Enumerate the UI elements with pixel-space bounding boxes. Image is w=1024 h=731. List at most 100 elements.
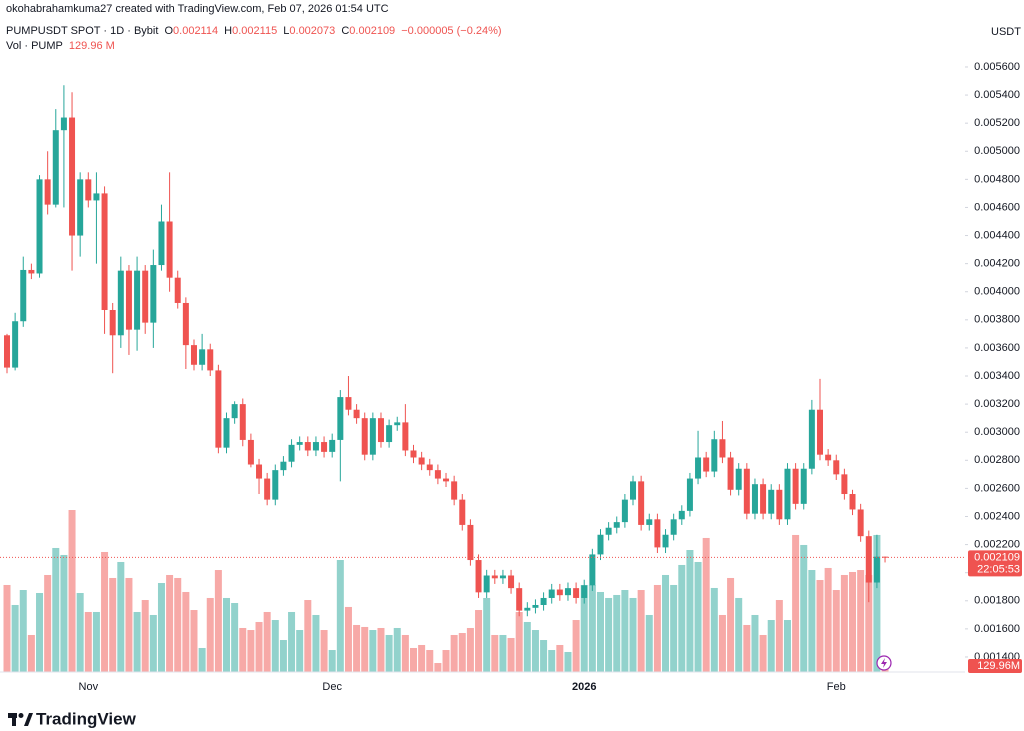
- volume-bar: [458, 633, 466, 672]
- candle-body: [540, 597, 547, 605]
- candle-body: [646, 519, 653, 525]
- candle-body: [361, 418, 368, 455]
- volume-bar: [166, 574, 174, 672]
- candle-body: [125, 270, 132, 330]
- volume-bar: [27, 634, 35, 672]
- volume-bar: [808, 570, 816, 672]
- volume-bar: [206, 597, 214, 672]
- volume-bar: [296, 630, 304, 672]
- volume-bar: [743, 624, 751, 672]
- candle-body: [12, 321, 19, 368]
- candle-body: [288, 444, 295, 462]
- volume-bar: [361, 626, 369, 672]
- candle-body: [670, 519, 677, 535]
- x-tick-label: Feb: [827, 681, 846, 693]
- candle-body: [825, 454, 832, 461]
- candle-body: [784, 468, 791, 520]
- volume-bar: [92, 611, 100, 672]
- volume-bar: [637, 590, 645, 672]
- volume-bar: [125, 577, 133, 672]
- candle-body: [418, 457, 425, 465]
- volume-bar: [117, 561, 125, 672]
- volume-bar: [572, 620, 580, 672]
- candle-body: [52, 130, 59, 205]
- candle-body: [768, 489, 775, 514]
- volume-bar: [840, 574, 848, 672]
- volume-bar: [450, 634, 458, 672]
- candle-body: [865, 536, 872, 583]
- candle-body: [589, 554, 596, 586]
- y-tick-label: 0.004800: [974, 173, 1020, 185]
- y-tick-label: 0.005400: [974, 89, 1020, 101]
- volume-bar: [670, 584, 678, 672]
- volume-layer: [3, 510, 889, 672]
- volume-bar: [288, 611, 296, 672]
- candle-body: [231, 404, 238, 419]
- volume-bar: [548, 650, 556, 672]
- ohlc-value: 0.002115: [232, 25, 278, 37]
- candle-body: [711, 439, 718, 472]
- volume-bar: [580, 584, 588, 672]
- y-tick-label: 0.005600: [974, 61, 1020, 73]
- volume-bar: [223, 597, 231, 672]
- volume-bar: [182, 591, 190, 672]
- candle-body: [69, 117, 76, 236]
- volume-bar: [540, 640, 548, 672]
- candle-body: [272, 470, 279, 500]
- volume-tag: [968, 659, 1022, 674]
- candle-body: [377, 418, 384, 443]
- candle-body: [630, 481, 637, 500]
- candle-body: [808, 409, 815, 469]
- candle-body: [117, 270, 124, 336]
- candle-body: [312, 442, 319, 451]
- candle-body: [483, 575, 490, 593]
- ohlc-label: C: [341, 25, 350, 37]
- volume-bar: [694, 561, 702, 672]
- candle-body: [573, 588, 580, 598]
- candle-body: [158, 221, 165, 266]
- y-tick-label: 0.001600: [974, 623, 1020, 635]
- volume-bar: [19, 590, 27, 672]
- candle-body: [556, 589, 563, 596]
- symbol[interactable]: PUMPUSDT SPOT · 1D · Bybit: [6, 25, 159, 37]
- candle-body: [467, 524, 474, 561]
- candle-body: [353, 409, 360, 419]
- y-tick-label: 0.002800: [974, 454, 1020, 466]
- candle-body: [150, 265, 157, 323]
- candle-body: [776, 489, 783, 520]
- volume-bar: [401, 634, 409, 672]
- candle-body: [337, 397, 344, 440]
- candle-body: [833, 460, 840, 475]
- volume-label[interactable]: Vol · PUMP: [6, 40, 63, 52]
- candle-body: [524, 607, 531, 611]
- volume-bar: [718, 614, 726, 672]
- candle-body: [4, 335, 10, 368]
- volume-bar: [727, 577, 735, 672]
- volume-bar: [759, 634, 767, 672]
- volume-bar: [556, 644, 564, 672]
- volume-bar: [247, 630, 255, 672]
- candle-body: [434, 470, 441, 479]
- volume-bar: [466, 627, 474, 672]
- volume-bar: [190, 610, 198, 672]
- volume-bar: [523, 621, 531, 672]
- candle-body: [735, 468, 742, 490]
- volume-bar: [344, 606, 352, 672]
- volume-bar: [84, 611, 92, 672]
- ohlc-label: O: [164, 25, 174, 37]
- volume-bar: [775, 600, 783, 672]
- volume-bar: [11, 604, 19, 672]
- logo-part: [12, 713, 16, 726]
- volume-bar: [629, 597, 637, 672]
- y-tick-label: 0.004400: [974, 229, 1020, 241]
- volume-bar: [279, 640, 287, 672]
- volume-bar: [710, 587, 718, 672]
- volume-bar: [653, 584, 661, 672]
- ohlc-label: H: [224, 25, 233, 37]
- candle-body: [605, 527, 612, 535]
- volume-bar: [767, 620, 775, 672]
- volume-bar: [865, 574, 873, 672]
- y-tick-label: 0.001800: [974, 595, 1020, 607]
- volume-bar: [596, 591, 604, 672]
- volume-bar: [133, 611, 141, 672]
